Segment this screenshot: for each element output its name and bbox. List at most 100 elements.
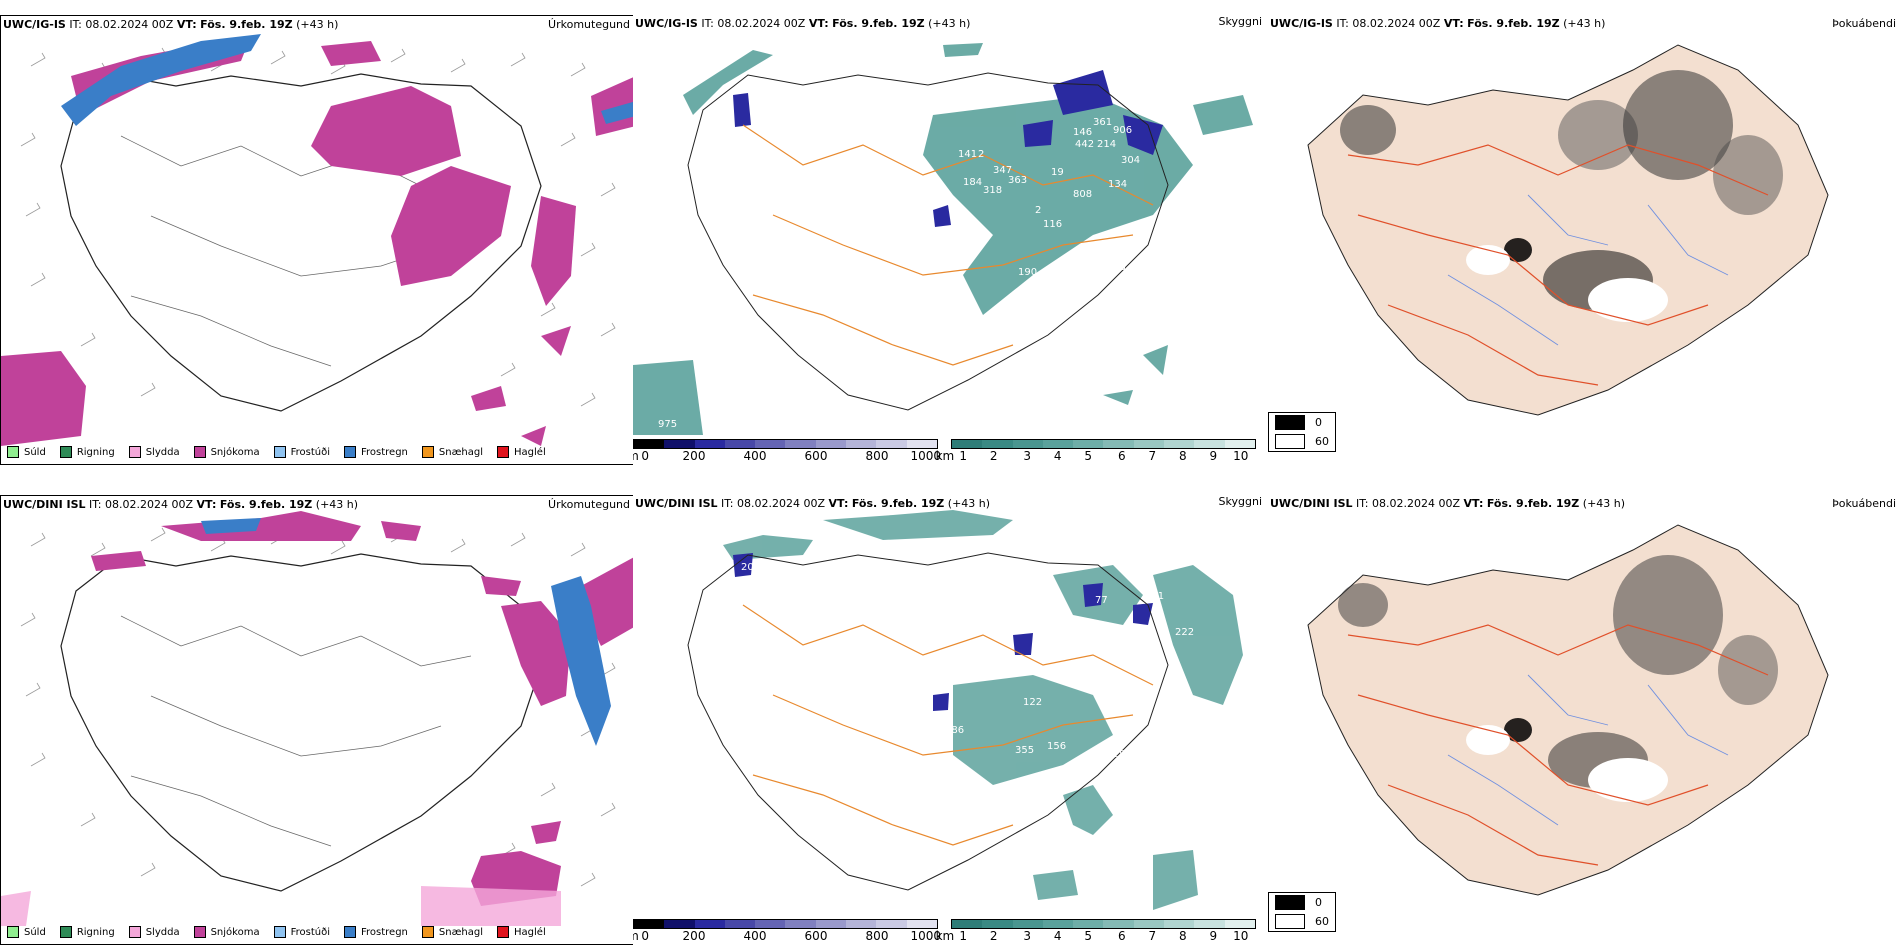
vis-value: 110 (945, 247, 964, 258)
vis-value: 77 (1095, 595, 1108, 606)
legend-item: Rigning (59, 926, 115, 938)
legend-item: Haglél (497, 446, 546, 458)
legend-item: Slydda (128, 926, 180, 938)
fog-legend-row: 0 (1269, 893, 1335, 912)
fog-panel-row1: UWC/IG-IS IT: 08.02.2024 00Z VT: Fös. 9.… (1268, 15, 1900, 465)
vis-value: 231 (1145, 591, 1164, 602)
altitude-colorbar (633, 439, 938, 449)
visibility-panel-row1: UWC/IG-IS IT: 08.02.2024 00Z VT: Fös. 9.… (633, 15, 1268, 465)
legend-item: Frostúði (273, 926, 330, 938)
vis-value: 141 (958, 149, 977, 160)
vis-value: 18 (1113, 262, 1126, 273)
visibility-scale: km 1 2 3 4 5 6 7 8 9 10 (936, 439, 1256, 463)
vis-value: 318 (983, 185, 1002, 196)
vis-value: 214 (1097, 139, 1116, 150)
fog-shading (1340, 70, 1783, 322)
vis-value: 20 (741, 562, 754, 573)
fog-legend: 0 60 (1268, 892, 1336, 932)
iceland-outline (687, 552, 1169, 891)
precip-legend: Súld Rigning Slydda Snjókoma Frostúði Fr… (7, 446, 546, 458)
legend-item: Frostregn (344, 446, 408, 458)
legend-item: Rigning (59, 446, 115, 458)
teal-visibility-areas (723, 510, 1243, 910)
legend-swatch (497, 926, 510, 938)
visibility-map: 20 70 77 231 222 122 186 355 156 29 92 (687, 510, 1243, 910)
legend-swatch (421, 926, 434, 938)
panel-type-label: Úrkomutegund (548, 18, 630, 31)
vis-value: 190 (1018, 267, 1037, 278)
freezing-rain-areas (61, 34, 634, 126)
vis-value: 808 (1073, 189, 1092, 200)
panel-title: UWC/DINI ISL IT: 08.02.2024 00Z VT: Fös.… (3, 498, 359, 511)
legend-swatch (59, 446, 72, 458)
vis-value: 374 (1183, 242, 1202, 253)
iceland-land (1307, 524, 1829, 896)
vis-value: 29 (1113, 749, 1126, 760)
altitude-scale: m 0 200 400 600 800 1000 (633, 439, 941, 463)
legend-swatch (344, 446, 356, 458)
roads-red (1347, 144, 1769, 386)
panel-type-label: Skyggni (1218, 15, 1262, 28)
iceland-outline (687, 72, 1169, 411)
visibility-colorbar (951, 919, 1256, 929)
snow-areas (1, 36, 634, 446)
teal-visibility-areas (633, 43, 1253, 435)
visibility-map: 141 2 146 361 906 442 214 304 347 363 18… (633, 43, 1253, 435)
legend-swatch (193, 926, 206, 938)
vis-value: 2 (978, 149, 984, 160)
panel-title: UWC/IG-IS IT: 08.02.2024 00Z VT: Fös. 9.… (635, 17, 971, 30)
legend-item: Snæhagl (421, 446, 483, 458)
legend-item: Súld (7, 446, 46, 458)
vis-value: 442 (1075, 139, 1094, 150)
legend-item: Snjókoma (193, 926, 260, 938)
legend-swatch (59, 926, 72, 938)
fog-map (1307, 44, 1829, 416)
panel-title: UWC/IG-IS IT: 08.02.2024 00Z VT: Fös. 9.… (1270, 17, 1606, 30)
freezing-rain-areas (201, 518, 611, 746)
vis-value: 156 (1047, 741, 1066, 752)
legend-swatch (273, 446, 286, 458)
roads (120, 615, 472, 847)
vis-value: 19 (1051, 167, 1064, 178)
precip-panel-row1: UWC/IG-IS IT: 08.02.2024 00Z VT: Fös. 9.… (0, 15, 635, 465)
legend-swatch (273, 926, 286, 938)
vis-value: 223 (1181, 225, 1200, 236)
vis-value: 363 (1008, 175, 1027, 186)
visibility-scale: km 1 2 3 4 5 6 7 8 9 10 (936, 919, 1256, 943)
panel-type-label: Þokuábendi (1832, 497, 1896, 510)
vis-value: 361 (1093, 117, 1112, 128)
iceland-land (1307, 44, 1829, 416)
visibility-values: 20 70 77 231 222 122 186 355 156 29 92 (725, 562, 1194, 794)
fog-shading (1338, 555, 1778, 802)
legend-item: Snæhagl (421, 926, 483, 938)
legend-item: Haglél (497, 926, 546, 938)
fog-map (1307, 524, 1829, 896)
vis-value: 134 (1108, 179, 1127, 190)
legend-item: Snjókoma (193, 446, 260, 458)
legend-swatch (128, 446, 141, 458)
rivers (1447, 674, 1729, 826)
legend-swatch (193, 446, 206, 458)
vis-value: 92 (1063, 303, 1076, 314)
vis-value: 347 (993, 165, 1012, 176)
low-visibility-blue (733, 70, 1163, 227)
vis-value: 186 (945, 725, 964, 736)
rivers (1447, 194, 1729, 346)
legend-item: Slydda (128, 446, 180, 458)
legend-swatch (344, 926, 356, 938)
vis-value: 116 (1043, 219, 1062, 230)
panel-title: UWC/DINI ISL IT: 08.02.2024 00Z VT: Fös.… (635, 497, 991, 510)
legend-swatch (497, 446, 510, 458)
iceland-outline (60, 553, 542, 892)
precip-legend: Súld Rigning Slydda Snjókoma Frostúði Fr… (7, 926, 546, 938)
legend-swatch (128, 926, 141, 938)
vis-value: 184 (963, 177, 982, 188)
panel-title: UWC/DINI ISL IT: 08.02.2024 00Z VT: Fös.… (1270, 497, 1626, 510)
vis-value: 304 (1121, 155, 1140, 166)
vis-value: 70 (725, 599, 738, 610)
vis-value: 92 (1063, 783, 1076, 794)
visibility-panel-row2: UWC/DINI ISL IT: 08.02.2024 00Z VT: Fös.… (633, 495, 1268, 945)
panel-type-label: Úrkomutegund (548, 498, 630, 511)
fog-legend: 0 60 (1268, 412, 1336, 452)
panel-type-label: Þokuábendi (1832, 17, 1896, 30)
